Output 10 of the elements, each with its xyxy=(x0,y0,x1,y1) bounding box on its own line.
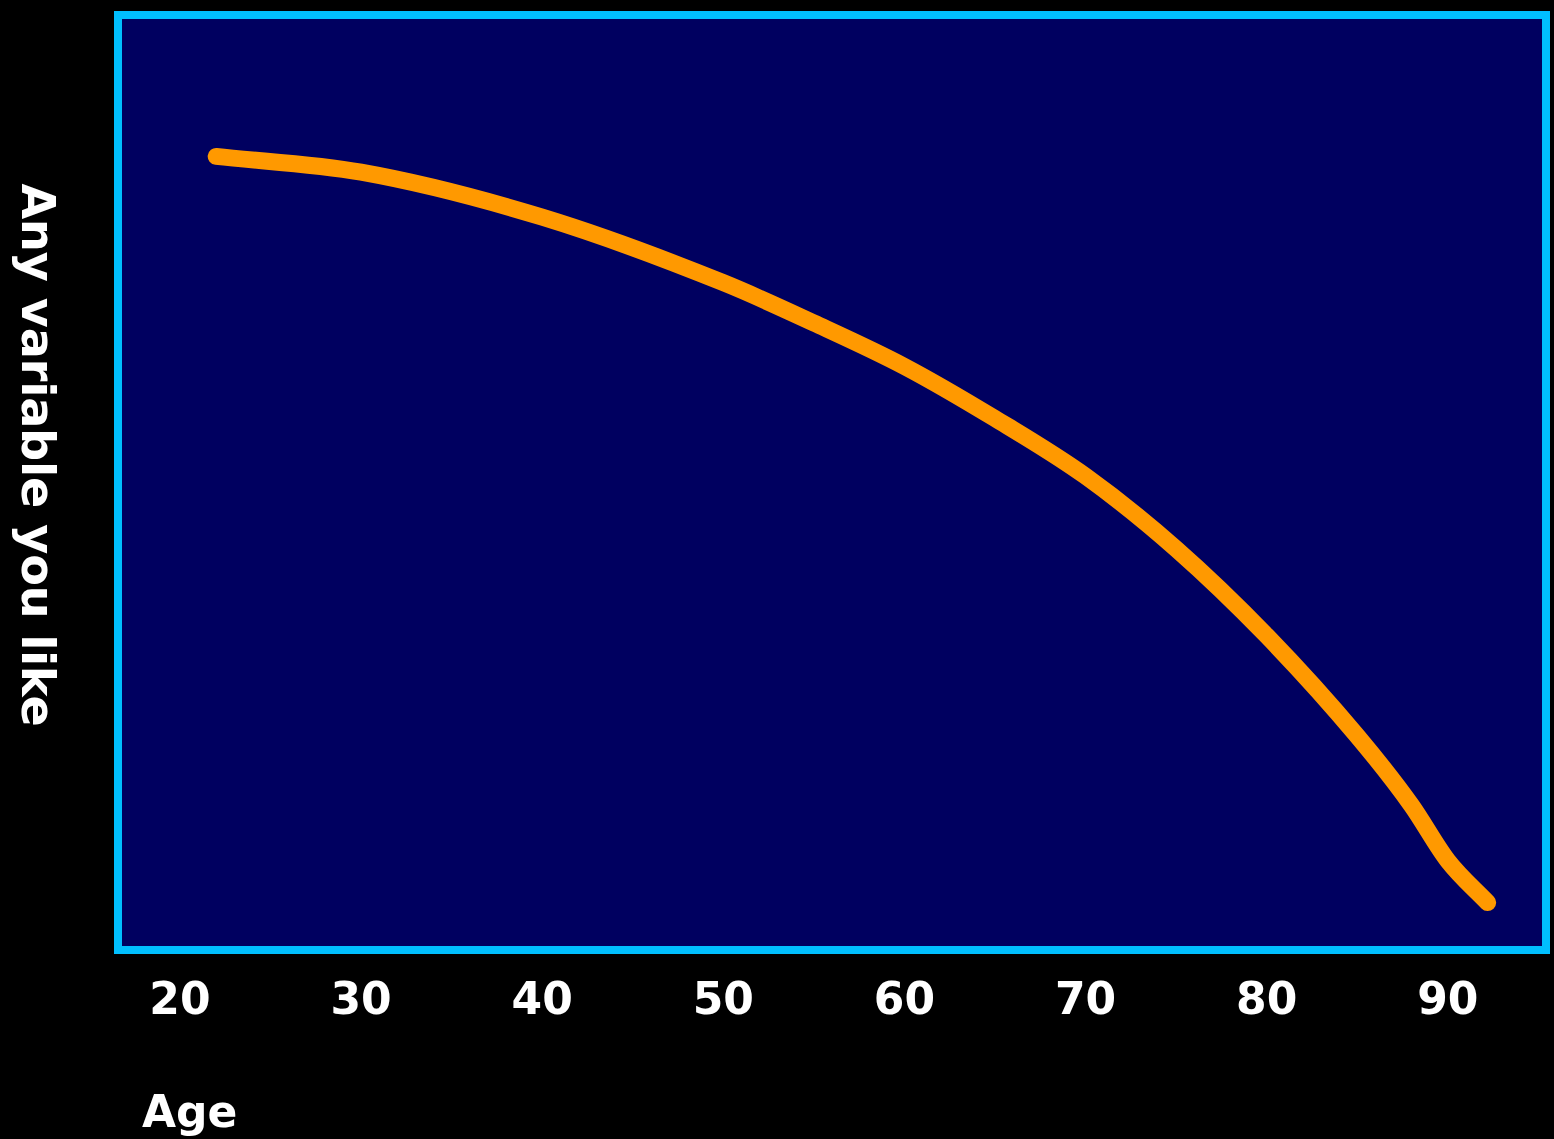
x-tick-label: 80 xyxy=(1236,972,1298,1024)
x-tick-label: 20 xyxy=(149,972,211,1024)
x-tick-label: 60 xyxy=(873,972,936,1024)
x-tick-label: 50 xyxy=(692,972,754,1024)
x-tick-label: 40 xyxy=(511,972,573,1024)
x-tick-label: 70 xyxy=(1054,972,1117,1024)
y-axis-title: Any variable you like xyxy=(11,183,65,727)
x-axis-title: Age xyxy=(142,1086,238,1137)
x-tick-label: 30 xyxy=(330,972,392,1024)
x-tick-label: 90 xyxy=(1417,972,1479,1024)
